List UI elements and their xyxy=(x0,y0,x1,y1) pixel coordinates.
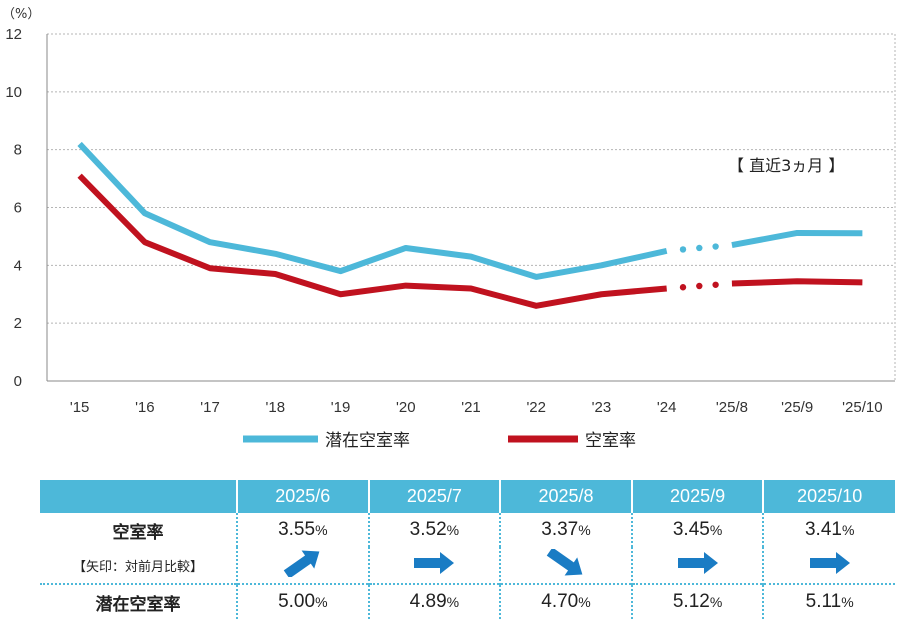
recent-3-months-note: 【 直近3ヵ月 】 xyxy=(728,156,844,175)
line-chart: 0 2 4 6 8 10 12 '15 '16 '17 '18 '19 '20 '21 '22 '23 '24… xyxy=(2,7,896,451)
arrow-shape xyxy=(809,552,850,574)
x-tick-label: '25/8 xyxy=(716,399,748,416)
potential-value: 4.89% xyxy=(367,583,501,619)
arrow-note-label: 【矢印：対前月比較】 xyxy=(72,559,203,575)
y-tick-label: 6 xyxy=(14,200,22,217)
trend-arrow-cell xyxy=(499,547,632,584)
x-tick-label: '15 xyxy=(70,399,90,416)
trend-arrow-cell xyxy=(762,547,895,584)
legend: 潜在空室率 空室率 xyxy=(243,431,636,451)
vacancy-row: 空室率 3.55% 3.52% 3.37% 3.45% 3.41% xyxy=(40,513,895,547)
potential-vacancy-row: 潜在空室率 5.00% 4.89% 4.70% 5.12% 5.11% xyxy=(40,583,895,619)
potential-value: 5.11% xyxy=(762,583,895,619)
series-dot-connector xyxy=(712,281,719,288)
legend-label-vacancy: 空室率 xyxy=(585,431,636,451)
arrow-shape xyxy=(677,552,718,574)
potential-value: 4.70% xyxy=(499,583,632,619)
x-tick-label: '21 xyxy=(461,399,481,416)
potential-value: 5.00% xyxy=(236,583,369,619)
series-lines xyxy=(77,141,863,309)
y-tick-label: 12 xyxy=(5,26,22,43)
vacancy-value: 3.41% xyxy=(762,513,895,547)
trend-arrow-cell xyxy=(630,547,764,584)
trend-arrow-icon xyxy=(414,552,455,574)
series-dot-connector xyxy=(679,284,687,291)
arrow-shape xyxy=(283,550,320,577)
x-tick-label: '22 xyxy=(526,399,546,416)
x-tick-label: '25/9 xyxy=(781,399,813,416)
month-header: 2025/8 xyxy=(499,480,632,513)
series-dot-connector xyxy=(696,244,703,252)
series-dot-connector xyxy=(679,246,687,253)
series-line-annual xyxy=(77,141,668,280)
trend-arrow-cell xyxy=(236,547,369,584)
y-tick-label: 10 xyxy=(5,84,22,101)
arrow-row: 【矢印：対前月比較】 xyxy=(40,547,895,584)
potential-row-label: 潜在空室率 xyxy=(40,583,237,619)
trend-arrow-icon xyxy=(677,552,718,574)
trend-arrow-icon xyxy=(809,552,850,574)
series-dot-connector xyxy=(696,282,703,290)
arrow-shape xyxy=(414,552,455,574)
series-line-recent xyxy=(731,278,863,287)
x-tick-label: '19 xyxy=(331,399,351,416)
x-tick-label: '17 xyxy=(200,399,220,416)
trend-arrow-icon xyxy=(283,550,320,577)
series-line-recent xyxy=(731,229,863,249)
x-tick-label: '24 xyxy=(657,399,677,416)
potential-value: 5.12% xyxy=(630,583,764,619)
month-header: 2025/9 xyxy=(630,480,764,513)
summary-table: 2025/6 2025/7 2025/8 2025/9 2025/10 空室率 … xyxy=(40,480,895,619)
y-tick-label: 8 xyxy=(14,142,22,159)
table-header-blank xyxy=(40,480,237,513)
vacancy-value: 3.37% xyxy=(499,513,632,547)
series-line-annual xyxy=(77,173,667,309)
trend-arrow-icon xyxy=(546,549,583,576)
vacancy-value: 3.45% xyxy=(630,513,764,547)
table-header-row: 2025/6 2025/7 2025/8 2025/9 2025/10 xyxy=(40,480,895,513)
y-unit-label: （%） xyxy=(2,7,40,22)
month-header: 2025/7 xyxy=(367,480,501,513)
trend-arrow-cell xyxy=(367,547,501,584)
month-header: 2025/6 xyxy=(236,480,369,513)
vacancy-value: 3.52% xyxy=(367,513,501,547)
y-tick-label: 0 xyxy=(14,373,22,390)
x-axis-ticks: '15 '16 '17 '18 '19 '20 '21 '22 '23 '24 '25/8 '25/9… xyxy=(70,399,883,416)
x-tick-label: '18 xyxy=(266,399,286,416)
legend-label-potential: 潜在空室率 xyxy=(325,431,410,451)
x-tick-label: '16 xyxy=(135,399,155,416)
month-header: 2025/10 xyxy=(762,480,895,513)
x-tick-label: '25/10 xyxy=(842,399,882,416)
y-axis-ticks: 0 2 4 6 8 10 12 xyxy=(5,26,22,390)
x-tick-label: '23 xyxy=(592,399,612,416)
series-dot-connector xyxy=(712,243,719,250)
x-tick-label: '20 xyxy=(396,399,416,416)
grid-lines xyxy=(46,33,896,382)
y-tick-label: 4 xyxy=(14,257,22,274)
arrow-shape xyxy=(546,549,583,576)
y-tick-label: 2 xyxy=(14,315,22,332)
vacancy-value: 3.55% xyxy=(236,513,369,547)
vacancy-row-label: 空室率 xyxy=(112,522,164,543)
